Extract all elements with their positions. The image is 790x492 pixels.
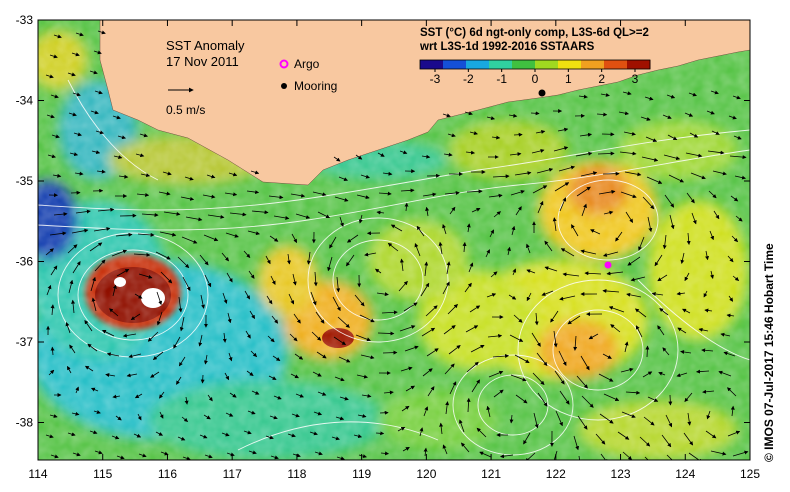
current-vector [377,331,395,336]
colorbar-swatch [466,60,490,69]
colorbar-swatch [512,60,536,69]
x-tick-label: 122 [546,467,566,481]
y-tick-label: -38 [16,416,34,430]
colorbar-swatch [581,60,605,69]
scale-label: 0.5 m/s [166,103,205,117]
x-tick-label: 120 [416,467,436,481]
colorbar-tick-label: -2 [463,72,474,86]
x-tick-label: 116 [158,467,177,481]
x-tick-label: 124 [675,467,695,481]
current-vector [382,350,398,355]
colorbar-tick-label: 1 [565,72,572,86]
map-title: SST Anomaly [166,38,245,53]
colorbar-tick-label: 0 [532,72,539,86]
x-tick-label: 115 [93,467,112,481]
y-tick-label: -33 [16,13,34,27]
x-tick-label: 125 [740,467,760,481]
x-tick-label: 118 [287,467,306,481]
current-vector [375,431,385,436]
argo-legend-label: Argo [294,57,320,71]
argo-marker [604,261,612,269]
current-vector [200,374,205,384]
y-tick-label: -35 [16,174,34,188]
colorbar-tick-label: 3 [632,72,639,86]
imos-credit: © IMOS 07-Jul-2017 15:46 Hobart Time [762,243,776,462]
x-tick-label: 114 [28,467,47,481]
colorbar-tick-label: -3 [430,72,441,86]
map-panel: SST Anomaly 17 Nov 2011 0.5 m/s Argo Moo… [16,13,761,481]
colorbar-swatch [420,60,444,69]
current-vector [530,111,540,116]
colorbar-swatch [489,60,513,69]
y-tick-label: -37 [16,335,34,349]
colorbar-tick-label: 2 [598,72,605,86]
colorbar-swatch [535,60,559,69]
x-tick-label: 119 [352,467,371,481]
colorbar-swatch [627,60,651,69]
colorbar [419,59,651,70]
mooring-legend-icon [281,83,287,89]
y-tick-label: -36 [16,255,34,269]
colorbar-tick-label: -1 [496,72,507,86]
x-tick-label: 121 [481,467,501,481]
map-date: 17 Nov 2011 [166,54,239,69]
colorbar-swatch [443,60,467,69]
colorbar-title-line2: wrt L3S-1d 1992-2016 SSTAARS [419,41,595,53]
x-tick-label: 123 [611,467,631,481]
mooring-legend-label: Mooring [294,79,337,93]
y-tick-label: -34 [16,94,34,108]
colorbar-swatch [558,60,582,69]
mooring-marker [538,89,546,97]
colorbar-swatch [604,60,628,69]
x-tick-label: 117 [223,467,242,481]
sst-anomaly-map: SST Anomaly 17 Nov 2011 0.5 m/s Argo Moo… [38,20,750,460]
colorbar-title-line1: SST (°C) 6d ngt-only comp, L3S-6d QL>=2 [420,27,649,39]
current-vector [645,345,650,358]
